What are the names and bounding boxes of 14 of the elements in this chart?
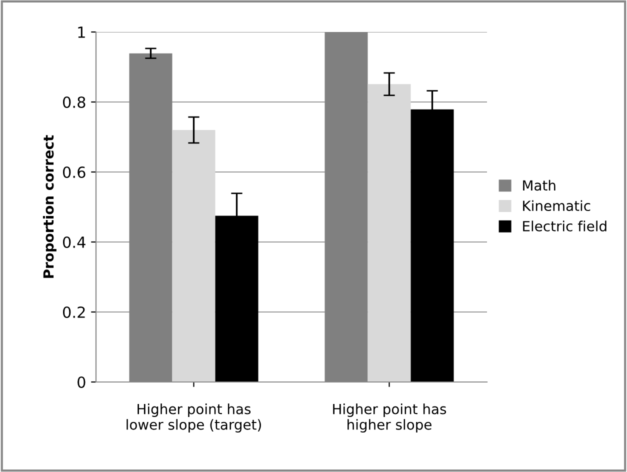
y-tick-label: 1 [78,26,85,38]
legend-label: Kinematic [523,200,590,212]
y-tick-label: 0.6 [62,166,86,178]
x-tick-label: Higher point has lower slope (target) [126,404,261,433]
legend-label: Math [523,180,556,191]
y-tick-label: 0.2 [62,306,85,318]
bar [172,130,216,382]
bar [368,84,411,382]
legend-label: Electric field [523,220,606,232]
y-tick-label: 0 [78,376,86,388]
y-axis-title: Proportion correct [42,135,56,278]
y-tick-label: 0.4 [62,236,86,248]
x-tick-label: Higher point has higher slope [333,404,446,433]
y-tick-label: 0.8 [62,96,86,108]
